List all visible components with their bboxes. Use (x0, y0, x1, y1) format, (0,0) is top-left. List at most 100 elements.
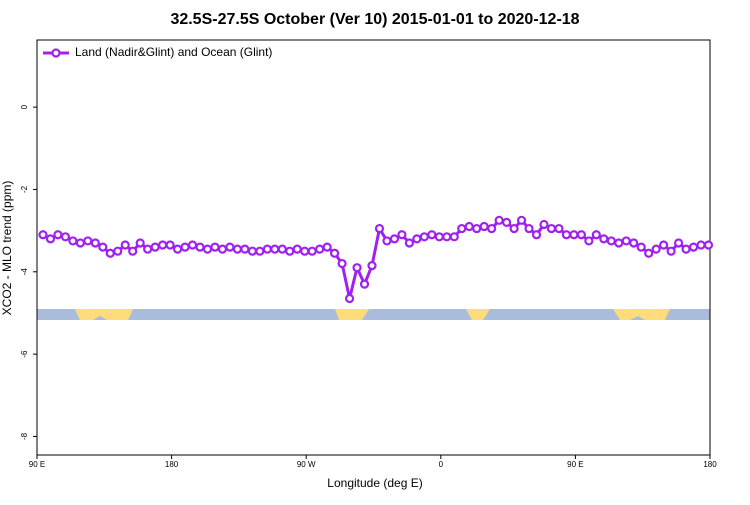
data-point (412, 234, 422, 244)
data-point (606, 236, 616, 246)
data-point (599, 234, 609, 244)
y-tick-label: -8 (20, 432, 29, 440)
data-point (457, 223, 467, 234)
data-point (255, 246, 265, 256)
y-tick-label: -2 (20, 185, 29, 193)
land-band (335, 309, 369, 320)
ocean-band (37, 309, 710, 320)
data-point (344, 293, 355, 304)
data-point (128, 246, 138, 256)
data-point (487, 223, 497, 234)
data-point (225, 242, 235, 252)
data-point (352, 263, 362, 273)
data-point (277, 244, 287, 254)
data-point (584, 236, 594, 246)
x-tick-label: 0 (439, 460, 444, 469)
x-tick-label: 90 E (29, 460, 45, 469)
data-point (688, 242, 699, 252)
data-point (322, 242, 332, 252)
data-point (621, 236, 631, 246)
data-point (285, 246, 295, 256)
data-point (135, 238, 145, 248)
data-point (389, 234, 400, 244)
x-tick-label: 90 E (567, 460, 583, 469)
data-point (524, 223, 534, 234)
data-point (546, 223, 557, 234)
y-tick-label: -6 (20, 350, 29, 358)
legend-label: Land (Nadir&Glint) and Ocean (Glint) (75, 45, 272, 59)
data-point (539, 219, 549, 230)
data-point (232, 244, 243, 254)
data-point (614, 238, 624, 248)
data-point (434, 232, 444, 242)
data-point (307, 246, 317, 256)
data-point (561, 230, 572, 240)
data-point (636, 242, 646, 252)
data-point (666, 246, 676, 256)
data-point (337, 258, 347, 269)
data-point (502, 217, 512, 227)
data-point (374, 223, 385, 234)
data-point (187, 240, 198, 250)
x-tick-label: 180 (165, 460, 179, 469)
data-point (472, 223, 482, 234)
x-tick-label: 180 (703, 460, 717, 469)
data-point (419, 232, 429, 242)
data-point (217, 244, 228, 254)
data-point (210, 242, 220, 252)
data-point (240, 244, 250, 254)
data-point (195, 242, 205, 252)
data-point (569, 230, 579, 240)
data-point (427, 230, 437, 240)
data-point (494, 215, 504, 225)
data-point (38, 230, 48, 240)
land-band (466, 309, 490, 320)
data-point (397, 230, 407, 240)
data-point (509, 223, 519, 234)
data-point (315, 244, 325, 254)
data-point (202, 244, 213, 254)
data-point (158, 240, 168, 250)
data-point (449, 232, 459, 242)
data-point (60, 232, 71, 242)
data-point (576, 230, 586, 240)
data-point (143, 244, 153, 254)
data-point (75, 238, 85, 248)
data-point (591, 230, 601, 240)
land-band (75, 309, 133, 320)
data-point (300, 246, 310, 256)
data-point (90, 238, 100, 248)
data-point (404, 238, 414, 248)
data-point (464, 221, 474, 232)
data-point (644, 248, 654, 258)
chart-title: 32.5S-27.5S October (Ver 10) 2015-01-01 … (170, 11, 579, 28)
data-point (659, 240, 669, 250)
data-point (696, 240, 706, 250)
data-point (479, 221, 489, 232)
data-point (120, 240, 130, 250)
data-point (83, 236, 93, 246)
series-line (42, 218, 709, 299)
data-point (247, 246, 257, 256)
data-point (554, 223, 564, 234)
x-axis-label: Longitude (deg E) (327, 476, 422, 490)
land-ocean-band (37, 309, 710, 320)
data-point (673, 238, 684, 248)
data-point (105, 248, 115, 258)
data-point (98, 242, 108, 252)
y-axis-label: XCO2 - MLO trend (ppm) (0, 181, 14, 316)
legend-marker (51, 48, 61, 58)
y-tick-label: -4 (20, 268, 29, 276)
data-point (651, 244, 661, 254)
data-point (180, 242, 190, 252)
data-point (113, 246, 123, 256)
data-point (367, 261, 377, 271)
data-point (262, 244, 272, 254)
data-point (165, 240, 175, 250)
data-point (292, 244, 302, 254)
data-point (359, 279, 370, 289)
data-point (681, 244, 691, 254)
data-point (382, 236, 392, 246)
data-point (53, 230, 63, 240)
